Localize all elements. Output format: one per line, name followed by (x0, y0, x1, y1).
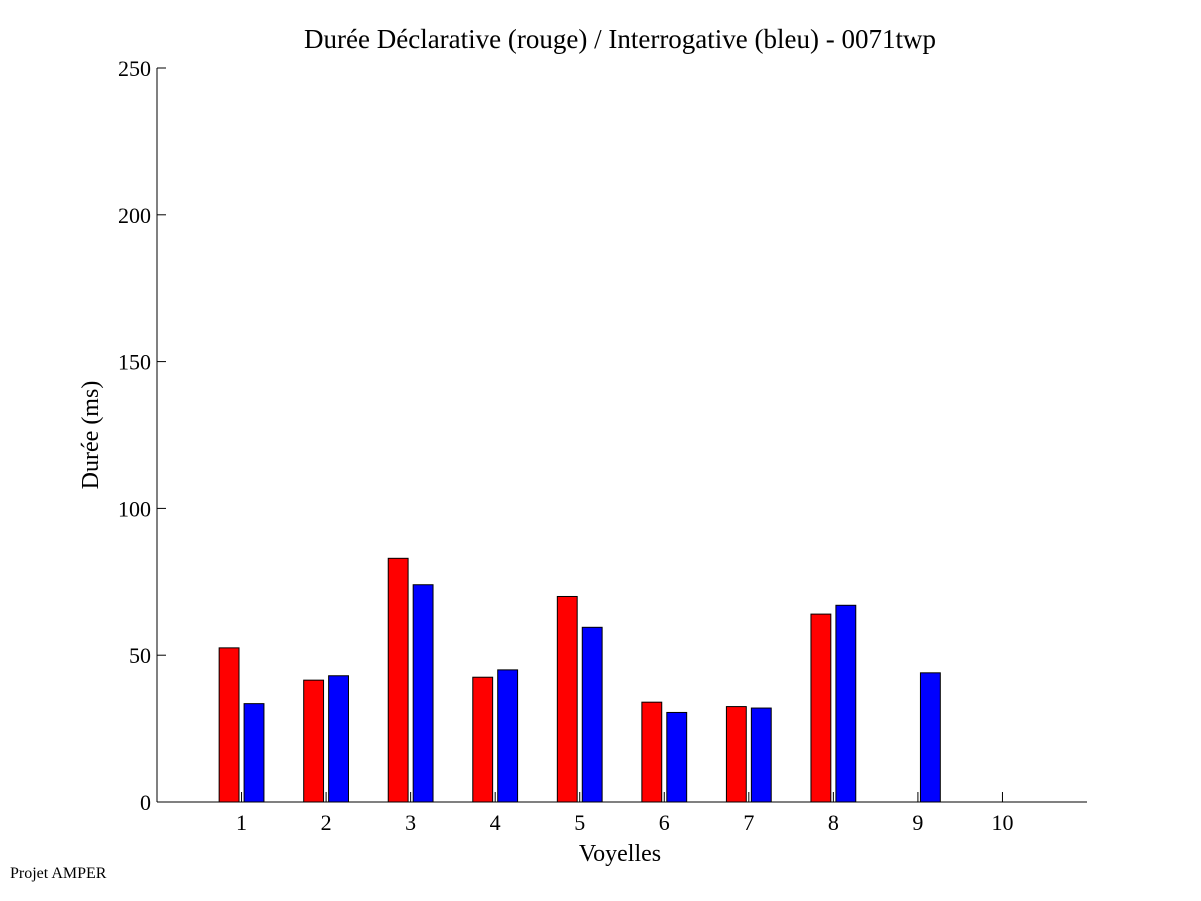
y-axis-label: Durée (ms) (78, 381, 104, 490)
x-tick-label: 10 (991, 810, 1013, 835)
x-axis-label: Voyelles (579, 841, 661, 867)
x-tick-label: 4 (490, 810, 501, 835)
x-tick-label: 8 (828, 810, 839, 835)
bar (497, 669, 519, 803)
bar (243, 703, 265, 803)
bar (919, 672, 941, 803)
y-tick-label: 50 (129, 643, 151, 668)
bar (581, 626, 603, 803)
bar (835, 604, 857, 803)
y-tick-label: 150 (118, 350, 151, 375)
bar (412, 584, 434, 803)
bar (641, 701, 663, 803)
x-axis-ticks: 1 2 3 4 5 6 7 8 9 10 (236, 792, 1013, 835)
y-tick-label: 200 (118, 203, 151, 228)
x-tick-label: 9 (912, 810, 923, 835)
bar (472, 676, 494, 803)
bars-group (218, 557, 941, 803)
x-tick-label: 6 (659, 810, 670, 835)
bar (750, 707, 772, 803)
y-tick-label: 0 (140, 790, 151, 815)
bar (303, 679, 325, 803)
bar (387, 557, 409, 803)
x-tick-label: 2 (321, 810, 332, 835)
bar (218, 647, 240, 803)
x-tick-label: 7 (743, 810, 754, 835)
y-axis-ticks: 0 50 100 150 200 250 (118, 56, 166, 815)
x-tick-label: 3 (405, 810, 416, 835)
bar (666, 711, 688, 803)
y-tick-label: 100 (118, 496, 151, 521)
bar (810, 613, 832, 803)
footer-credit: Projet AMPER (10, 865, 107, 882)
x-tick-label: 1 (236, 810, 247, 835)
y-tick-label: 250 (118, 56, 151, 81)
bar (328, 675, 349, 803)
bar (725, 706, 747, 803)
bar (556, 595, 578, 803)
x-tick-label: 5 (574, 810, 585, 835)
chart-title: Durée Déclarative (rouge) / Interrogativ… (304, 24, 936, 54)
